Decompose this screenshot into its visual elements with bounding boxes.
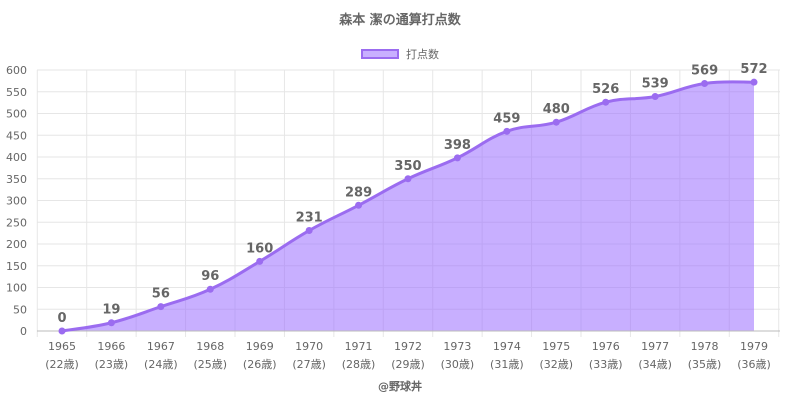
legend-label: 打点数 [406, 48, 439, 61]
x-tick-sublabel: (29歳) [391, 358, 425, 371]
y-tick-label: 300 [6, 195, 27, 208]
x-tick-sublabel: (31歳) [490, 358, 524, 371]
x-tick-label: 1967 [147, 340, 175, 353]
x-tick-label: 1969 [246, 340, 274, 353]
x-tick-label: 1976 [592, 340, 620, 353]
data-point [107, 319, 115, 327]
data-label: 19 [102, 303, 120, 318]
x-tick-sublabel: (35歳) [688, 358, 722, 371]
data-point [206, 285, 214, 293]
data-point [453, 154, 461, 162]
data-point [256, 257, 264, 265]
x-tick-sublabel: (23歳) [95, 358, 129, 371]
data-label: 539 [642, 77, 669, 92]
data-point [404, 175, 412, 183]
data-point [58, 327, 66, 335]
x-tick-sublabel: (24歳) [144, 358, 178, 371]
y-tick-label: 200 [6, 238, 27, 251]
x-tick-label: 1971 [345, 340, 373, 353]
data-label: 96 [201, 269, 219, 284]
data-point [503, 127, 511, 135]
x-tick-label: 1966 [97, 340, 125, 353]
data-label: 231 [296, 211, 323, 226]
data-label: 526 [592, 82, 619, 97]
x-tick-label: 1970 [295, 340, 323, 353]
x-tick-label: 1968 [196, 340, 224, 353]
x-tick-label: 1965 [48, 340, 76, 353]
x-tick-label: 1972 [394, 340, 422, 353]
y-tick-label: 50 [13, 303, 27, 316]
x-tick-label: 1974 [493, 340, 521, 353]
x-tick-label: 1975 [542, 340, 570, 353]
y-tick-label: 400 [6, 151, 27, 164]
x-tick-sublabel: (26歳) [243, 358, 277, 371]
x-tick-sublabel: (28歳) [342, 358, 376, 371]
x-tick-sublabel: (32歳) [539, 358, 573, 371]
data-label: 569 [691, 63, 718, 78]
x-tick-sublabel: (25歳) [193, 358, 227, 371]
x-tick-sublabel: (30歳) [441, 358, 475, 371]
data-label: 572 [740, 62, 767, 77]
data-label: 459 [493, 111, 520, 126]
data-point [651, 93, 659, 101]
x-tick-sublabel: (36歳) [737, 358, 771, 371]
y-tick-label: 350 [6, 173, 27, 186]
data-label: 56 [152, 287, 170, 302]
y-tick-label: 0 [20, 325, 27, 338]
data-label: 480 [543, 102, 570, 117]
y-tick-label: 450 [6, 129, 27, 142]
data-label: 0 [57, 311, 66, 326]
data-label: 160 [246, 241, 273, 256]
data-label: 350 [394, 159, 421, 174]
data-label: 398 [444, 138, 471, 153]
legend[interactable]: 打点数 [0, 46, 800, 62]
y-tick-label: 100 [6, 282, 27, 295]
data-point [552, 118, 560, 126]
data-point [750, 78, 758, 86]
y-tick-label: 600 [6, 64, 27, 77]
y-tick-label: 500 [6, 108, 27, 121]
x-tick-sublabel: (22歳) [45, 358, 79, 371]
credit-text: @野球丼 [378, 380, 422, 393]
data-point [701, 79, 709, 87]
x-tick-sublabel: (33歳) [589, 358, 623, 371]
legend-swatch [361, 49, 399, 59]
data-label: 289 [345, 185, 372, 200]
chart-title: 森本 潔の通算打点数 [339, 13, 461, 28]
data-point [157, 303, 165, 311]
data-point [602, 98, 610, 106]
x-tick-label: 1977 [641, 340, 669, 353]
series-area [62, 81, 754, 331]
data-point [355, 201, 363, 209]
x-tick-label: 1978 [691, 340, 719, 353]
y-tick-label: 550 [6, 86, 27, 99]
x-tick-label: 1979 [740, 340, 768, 353]
x-tick-sublabel: (27歳) [292, 358, 326, 371]
y-tick-label: 150 [6, 260, 27, 273]
x-tick-label: 1973 [443, 340, 471, 353]
y-tick-label: 250 [6, 216, 27, 229]
data-point [305, 227, 313, 235]
x-tick-sublabel: (34歳) [638, 358, 672, 371]
